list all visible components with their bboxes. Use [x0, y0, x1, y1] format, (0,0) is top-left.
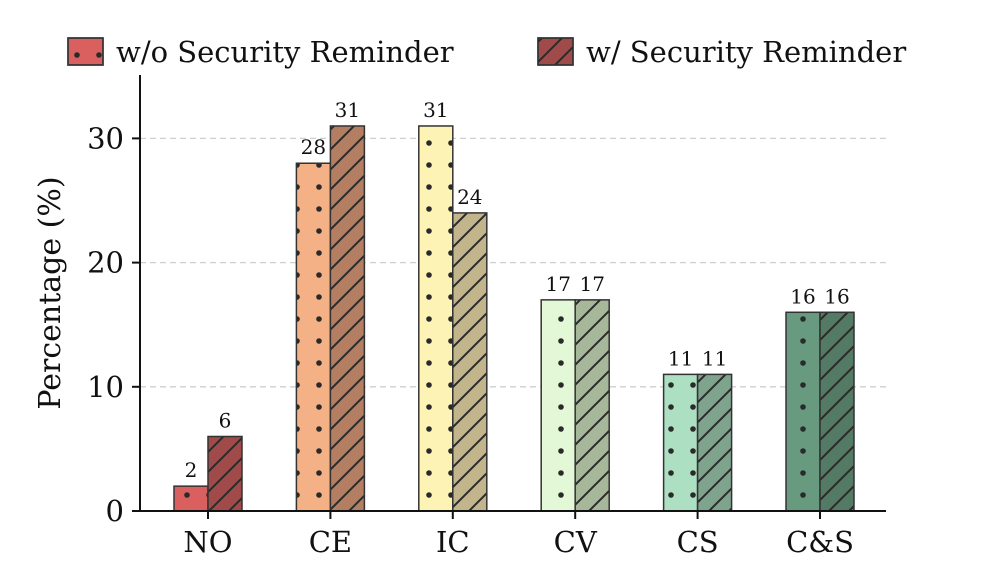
data-label: 31 [335, 98, 360, 122]
x-tick-label: NO [183, 525, 232, 559]
data-labels: 2 6 28 31 31 24 17 17 11 11 16 16 [185, 98, 850, 482]
bar-without-reminder-CV [540, 299, 576, 512]
legend-label-without-reminder: w/o Security Reminder [116, 35, 454, 69]
data-label: 16 [824, 284, 849, 308]
bar-pattern [540, 299, 576, 512]
x-tick-label: CE [309, 525, 352, 559]
bar-pattern [295, 162, 332, 512]
bars [173, 125, 855, 512]
x-ticks: NO CE IC CV CS C&S [183, 511, 854, 559]
legend-item-without-reminder: w/o Security Reminder [67, 35, 454, 69]
legend-label-with-reminder: w/ Security Reminder [586, 35, 906, 69]
x-tick-label: C&S [786, 525, 854, 559]
data-label: 17 [545, 272, 570, 296]
y-tick-label: 0 [106, 494, 124, 528]
bar-pattern [785, 311, 821, 512]
legend-swatch-without-reminder-pattern [67, 37, 104, 66]
bar-pattern [696, 373, 733, 512]
bar-pattern [662, 373, 699, 512]
legend-swatch-with-reminder-pattern [537, 37, 574, 66]
bar-with-reminder-CV [574, 299, 610, 512]
bar-without-reminder-CS [662, 373, 699, 512]
bar-pattern [329, 125, 366, 512]
data-label: 24 [457, 185, 482, 209]
bar-pattern [452, 212, 488, 512]
bar-pattern [173, 485, 209, 512]
gridlines [140, 137, 886, 388]
y-ticks: 0 10 20 30 [87, 121, 140, 528]
bar-with-reminder-IC [452, 212, 488, 512]
bar-pattern [418, 125, 454, 512]
legend: w/o Security Reminder w/ Security Remind… [67, 35, 906, 69]
data-label: 16 [790, 284, 815, 308]
data-label: 2 [185, 458, 198, 482]
data-label: 11 [702, 346, 727, 370]
bar-pattern [207, 435, 243, 512]
y-tick-label: 20 [87, 246, 124, 280]
data-label: 28 [301, 135, 326, 159]
x-tick-label: CV [554, 525, 598, 559]
bar-without-reminder-IC [418, 125, 454, 512]
data-label: 6 [219, 408, 232, 432]
bar-without-reminder-C&S [785, 311, 821, 512]
data-label: 17 [579, 272, 604, 296]
legend-item-with-reminder: w/ Security Reminder [537, 35, 906, 69]
bar-without-reminder-NO [173, 485, 209, 512]
data-label: 11 [668, 346, 693, 370]
x-tick-label: CS [677, 525, 719, 559]
y-tick-label: 10 [87, 370, 124, 404]
bar-pattern [819, 311, 855, 512]
bar-with-reminder-C&S [819, 311, 855, 512]
x-tick-label: IC [436, 525, 470, 559]
bar-pattern [574, 299, 610, 512]
bar-with-reminder-CS [696, 373, 733, 512]
bar-with-reminder-CE [329, 125, 366, 512]
bar-with-reminder-NO [207, 435, 243, 512]
y-tick-label: 30 [87, 121, 124, 155]
y-axis-label: Percentage (%) [33, 176, 68, 409]
bar-without-reminder-CE [295, 162, 332, 512]
data-label: 31 [423, 98, 448, 122]
